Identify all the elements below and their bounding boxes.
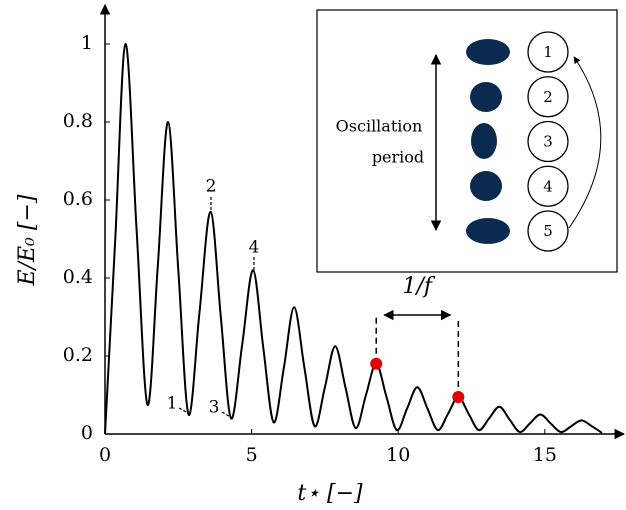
state-number: 2 bbox=[543, 88, 553, 106]
drop-shape bbox=[471, 123, 497, 159]
x-axis-label: t⋆ [−] bbox=[297, 481, 363, 506]
marker-point bbox=[370, 357, 383, 370]
drop-shape bbox=[470, 82, 502, 112]
y-tick-label: 0.4 bbox=[63, 266, 93, 288]
leader bbox=[221, 411, 233, 419]
leader bbox=[178, 407, 189, 414]
state-number: 1 bbox=[543, 43, 553, 61]
y-tick-label: 0 bbox=[81, 422, 93, 444]
inset: Oscillation period bbox=[316, 9, 618, 273]
annotation: 3 bbox=[209, 398, 220, 418]
y-tick-label: 1 bbox=[81, 32, 93, 54]
state-circle bbox=[527, 165, 569, 207]
inset-label: period bbox=[372, 148, 424, 167]
marker-point bbox=[452, 390, 465, 403]
state-circle bbox=[527, 76, 569, 118]
y-axis-label: E/E₀ [−] bbox=[15, 194, 40, 286]
energy-curve bbox=[104, 42, 603, 435]
y-tick-label: 0.2 bbox=[63, 344, 93, 366]
state-number: 3 bbox=[543, 133, 553, 151]
inset-label: Oscillation bbox=[336, 117, 423, 136]
x-tick-label: 15 bbox=[533, 444, 557, 466]
drop-shape bbox=[466, 39, 510, 65]
annotation: 1/f bbox=[402, 274, 435, 299]
y-tick-label: 0.8 bbox=[63, 110, 93, 132]
annotation: 4 bbox=[249, 238, 260, 258]
annotation: 2 bbox=[206, 177, 217, 197]
cycle-arrow bbox=[568, 56, 602, 229]
state-circle bbox=[527, 120, 569, 163]
state-number: 4 bbox=[543, 177, 553, 195]
drop-shape bbox=[470, 171, 502, 201]
y-tick-label: 0.6 bbox=[63, 188, 93, 210]
drop-shape bbox=[466, 218, 510, 244]
state-circle bbox=[527, 31, 569, 73]
x-tick-label: 5 bbox=[246, 444, 258, 466]
state-number: 5 bbox=[543, 222, 553, 240]
x-tick-label: 0 bbox=[99, 444, 111, 466]
annotation: 1 bbox=[167, 394, 178, 414]
x-tick-label: 10 bbox=[386, 444, 410, 466]
state-circle bbox=[527, 210, 569, 252]
